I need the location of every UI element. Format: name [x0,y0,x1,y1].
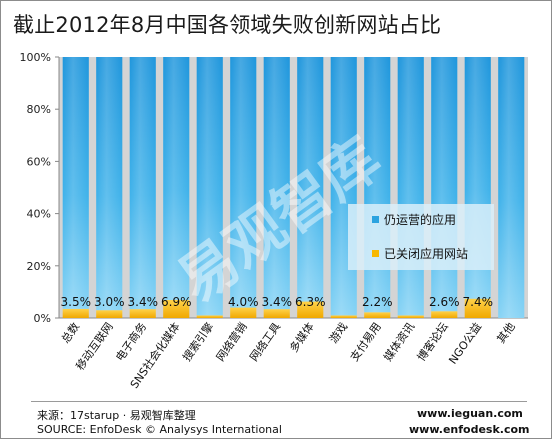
data-label: 2.2% [362,295,393,309]
x-tick-label: 网络营销 [213,320,250,364]
bar-operating-shine [498,57,525,318]
source-cn: 来源：17starup · 易观智库整理 [37,409,196,422]
x-tick-label: 多媒体 [286,320,316,355]
bar-operating-shine [96,57,123,311]
x-tick-label: 博客论坛 [414,320,451,364]
legend-label-closed: 已关闭应用网站 [384,246,468,261]
bar-closed [464,298,491,318]
data-label: 3.4% [262,295,293,309]
data-label: 7.4% [463,295,494,309]
data-label: 3.5% [61,295,92,309]
y-tick-label: 80% [27,103,51,116]
x-tick-label: 电子商务 [113,320,150,364]
y-tick-label: 100% [20,51,51,64]
x-tick-label: 网络工具 [247,320,284,364]
bar-operating-shine [263,57,290,310]
bar-closed [263,309,290,318]
bar-closed [397,315,424,318]
bar-closed [364,312,391,318]
bar-closed [96,310,123,318]
bar-operating-shine [397,57,424,316]
legend-label-operating: 仍运营的应用 [384,212,456,227]
bar-closed [297,301,324,318]
x-tick-label: 游戏 [327,320,350,345]
chart-title: 截止2012年8月中国各领域失败创新网站占比 [13,13,442,37]
bar-closed [129,309,156,318]
x-tick-label: 搜索引擎 [180,320,217,364]
bar-operating-shine [330,57,357,316]
y-tick-label: 20% [27,260,51,273]
footer-divider [31,401,527,402]
bar-closed [196,315,223,318]
x-tick-label: 其他 [494,320,517,345]
legend-box [348,204,494,270]
bar-closed [163,299,190,318]
legend-swatch-closed [372,250,379,257]
data-label: 6.9% [161,295,192,309]
bar-operating-shine [196,57,223,316]
data-label: 4.0% [228,295,259,309]
bar-closed [230,307,257,318]
bar-operating-shine [431,57,458,312]
y-tick-label: 0% [34,312,51,325]
data-label: 3.0% [94,295,125,309]
bar-closed [431,311,458,318]
data-label: 3.4% [128,295,159,309]
x-tick-label: 支付易用 [348,320,384,363]
bar-closed [62,308,89,318]
legend-swatch-operating [372,216,379,223]
bar-operating-shine [297,57,324,302]
website-enfodesk[interactable]: www.enfodesk.com [409,423,530,436]
x-tick-label: NGO公益 [446,320,485,367]
bar-operating-shine [129,57,156,310]
bar-closed [330,315,357,318]
website-ieguan[interactable]: www.ieguan.com [417,407,523,420]
bar-operating-shine [163,57,190,300]
source-en: SOURCE: EnfoDesk © Analysys Internationa… [37,423,282,436]
data-label: 2.6% [429,295,460,309]
y-tick-label: 60% [27,155,51,168]
y-tick-label: 40% [27,208,51,221]
x-tick-label: 媒体资讯 [381,320,418,364]
bar-operating-shine [230,57,257,308]
data-label: 6.3% [295,295,326,309]
x-tick-label: 总数 [58,320,82,346]
bar-operating-shine [62,57,89,309]
